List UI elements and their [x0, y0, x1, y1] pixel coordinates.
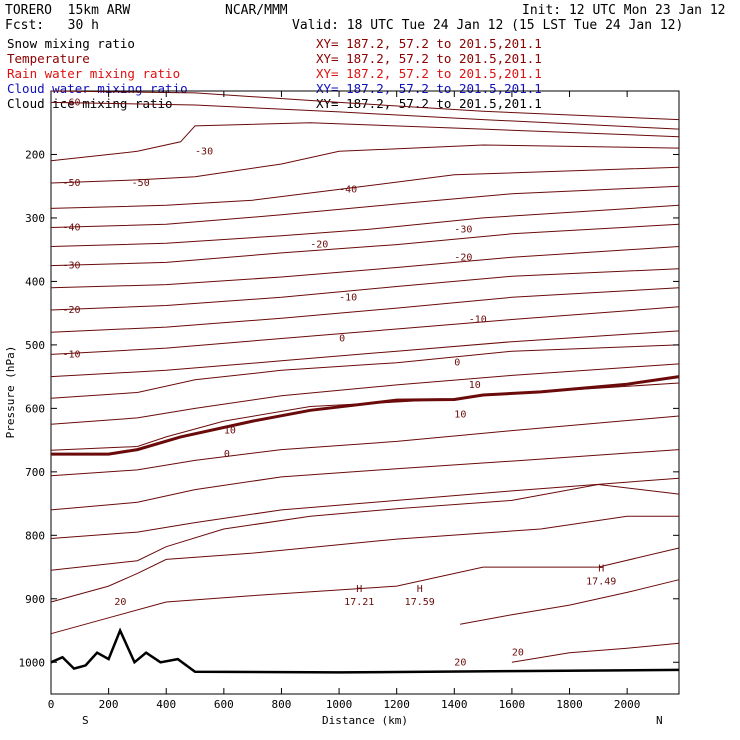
max-symbol: H [356, 584, 362, 595]
field-range-temperature: XY= 187.2, 57.2 to 201.5,201.1 [316, 51, 542, 66]
x-tick-label: 600 [214, 698, 234, 711]
y-tick-label: 400 [25, 275, 45, 288]
max-value: 17.59 [405, 597, 435, 608]
forecast-hour: Fcst: 30 h [5, 18, 99, 33]
terrain-line [50, 627, 680, 674]
isotherm-line [50, 122, 680, 162]
plot-frame [50, 90, 680, 695]
contour-label: -40 [63, 222, 81, 233]
isotherm-line [50, 306, 680, 355]
contour-label: 20 [512, 648, 524, 659]
isotherm-line [50, 90, 680, 121]
y-tick-label: 600 [25, 402, 45, 415]
x-tick-label: 1000 [326, 698, 353, 711]
model-title: TORERO 15km ARW [5, 3, 131, 18]
y-tick-label: 900 [25, 593, 45, 606]
field-range-cloud-water: XY= 187.2, 57.2 to 201.5,201.1 [316, 81, 542, 96]
isotherm-line [50, 101, 680, 130]
contour-label: -20 [310, 240, 328, 251]
x-tick-label: 800 [272, 698, 292, 711]
max-value: 17.21 [344, 597, 374, 608]
x-axis-title: Distance (km) [322, 714, 408, 727]
isotherm-line [50, 166, 680, 209]
field-name-rain: Rain water mixing ratio [7, 66, 181, 81]
contour-label: 10 [454, 410, 466, 421]
x-end-label-left: S [82, 714, 89, 727]
y-tick-label: 500 [25, 339, 45, 352]
y-axis-title: Pressure (hPa) [4, 346, 17, 439]
y-tick-label: 300 [25, 212, 45, 225]
contour-label: 10 [469, 380, 481, 391]
contour-label: -60 [63, 97, 81, 108]
contour-label: 0 [224, 449, 230, 460]
contour-label: 20 [454, 657, 466, 668]
field-range-snow: XY= 187.2, 57.2 to 201.5,201.1 [316, 36, 542, 51]
isotherm-line [50, 287, 680, 333]
zero-isotherm-line [51, 375, 680, 456]
x-tick-label: 1400 [441, 698, 468, 711]
isotherm-line [50, 330, 680, 378]
label-layer: -60 -50 -50 -40 -40 -30 -30 -30 -20 -20 -20 -10 -10 -… [63, 97, 617, 668]
x-tick-label: 1200 [383, 698, 410, 711]
x-tick-label: 1600 [499, 698, 526, 711]
isotherm-layer [50, 90, 680, 663]
y-tick-label: 700 [25, 466, 45, 479]
isotherm-line [50, 344, 680, 399]
contour-label: 0 [454, 358, 460, 369]
max-symbol: H [417, 584, 423, 595]
isotherm-line [50, 477, 680, 539]
isotherm-line [511, 642, 680, 663]
contour-label: -30 [195, 146, 213, 157]
init-time: Init: 12 UTC Mon 23 Jan 12 [522, 3, 726, 18]
y-tick-label: 1000 [19, 656, 46, 669]
x-tick-label: 200 [99, 698, 119, 711]
x-tick-label: 2000 [614, 698, 641, 711]
x-tick-label: 1800 [556, 698, 583, 711]
max-value: 17.49 [586, 576, 616, 587]
contour-label: -10 [339, 292, 357, 303]
contour-label: -30 [454, 224, 472, 235]
isotherm-line [50, 185, 680, 228]
field-name-snow: Snow mixing ratio [7, 36, 135, 51]
isotherm-line [50, 223, 680, 267]
contour-label: -20 [63, 305, 81, 316]
contour-label: -10 [63, 349, 81, 360]
isotherm-line [460, 579, 680, 625]
y-tick-label: 800 [25, 529, 45, 542]
y-tick-label: 200 [25, 148, 45, 161]
x-end-label-right: N [656, 714, 663, 727]
contour-label: -40 [339, 184, 357, 195]
contour-label: -50 [63, 178, 81, 189]
isotherm-line [50, 363, 680, 425]
isotherm-line [50, 483, 680, 571]
contour-label: -20 [454, 252, 472, 263]
isotherm-line [50, 204, 680, 247]
contour-label: -10 [469, 315, 487, 326]
contour-label: 10 [224, 426, 236, 437]
contour-label: -50 [132, 178, 150, 189]
isotherm-line [50, 268, 680, 311]
max-symbol: H [598, 563, 604, 574]
x-tick-label: 0 [48, 698, 55, 711]
isotherm-line [50, 415, 680, 477]
field-range-rain: XY= 187.2, 57.2 to 201.5,201.1 [316, 66, 542, 81]
terrain-layer [50, 627, 680, 674]
isotherm-line [50, 246, 680, 289]
isotherm-line [50, 449, 680, 511]
contour-label: -30 [63, 261, 81, 272]
contour-label: 20 [114, 597, 126, 608]
isotherm-line [50, 515, 679, 603]
isotherm-line [50, 547, 680, 635]
tick-layer: 0 200 400 600 800 1000 1200 1400 1600 1800 2000200… [19, 91, 679, 711]
center-label: NCAR/MMM [225, 3, 288, 18]
isotherm-line [50, 144, 680, 184]
valid-time: Valid: 18 UTC Tue 24 Jan 12 (15 LST Tue … [292, 18, 684, 33]
contour-label: 0 [339, 334, 345, 345]
x-tick-label: 400 [156, 698, 176, 711]
field-name-temperature: Temperature [7, 51, 90, 66]
